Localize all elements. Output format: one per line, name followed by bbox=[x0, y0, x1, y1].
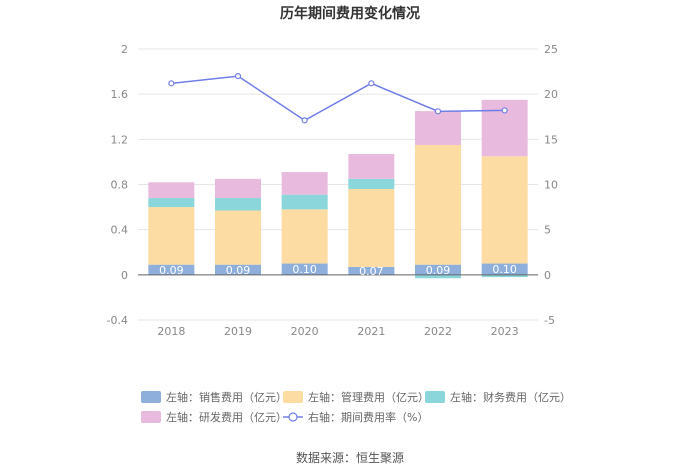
legend-label: 左轴：管理费用（亿元） bbox=[308, 390, 429, 404]
legend-label: 左轴：研发费用（亿元） bbox=[166, 410, 287, 424]
data-source: 数据来源：恒生聚源 bbox=[296, 450, 404, 465]
x-tick-label: 2018 bbox=[157, 325, 185, 338]
bar-segment-1-2020 bbox=[281, 263, 328, 275]
bar-segment-3-2020 bbox=[281, 194, 328, 210]
legend-swatch bbox=[425, 391, 445, 403]
x-tick-label: 2021 bbox=[357, 325, 385, 338]
x-tick-label: 2020 bbox=[291, 325, 319, 338]
bar-segment-2-2022 bbox=[415, 144, 461, 265]
bar-segment-3-2019 bbox=[215, 198, 261, 211]
data-label: 0.10 bbox=[492, 263, 517, 276]
bar-segment-4-2018 bbox=[148, 182, 195, 199]
left-tick-label: 1.2 bbox=[111, 133, 129, 146]
rate-point bbox=[434, 108, 442, 115]
expense-rate-line bbox=[168, 72, 508, 124]
data-label: 0.09 bbox=[159, 264, 184, 277]
left-tick-label: 0.4 bbox=[111, 224, 129, 237]
rate-point bbox=[301, 117, 308, 124]
right-tick-label: -5 bbox=[544, 314, 555, 327]
left-tick-label: 0 bbox=[121, 269, 128, 282]
right-tick-label: 0 bbox=[544, 269, 551, 282]
legend-label: 左轴：销售费用（亿元） bbox=[166, 390, 287, 404]
rate-point bbox=[368, 80, 375, 87]
legend: 左轴：销售费用（亿元） 左轴：管理费用（亿元） 左轴：财务费用（亿元） 左轴：研发费用… bbox=[141, 390, 571, 424]
bar-segment-2-2023 bbox=[481, 156, 528, 264]
bar-segment-4-2021 bbox=[348, 154, 395, 179]
x-tick-label: 2019 bbox=[224, 325, 252, 338]
left-tick-label: 2 bbox=[121, 43, 128, 56]
legend-swatch bbox=[283, 391, 303, 403]
gridlines bbox=[138, 48, 538, 321]
x-tick-label: 2022 bbox=[424, 325, 452, 338]
right-axis: -5 0 5 10 15 20 25 bbox=[544, 43, 558, 327]
left-tick-label: -0.4 bbox=[107, 314, 128, 327]
left-tick-label: 0.8 bbox=[111, 179, 129, 192]
bar-segment-4-2022 bbox=[415, 111, 461, 145]
bar-segment-1-2023 bbox=[481, 263, 528, 275]
legend-label: 左轴：财务费用（亿元） bbox=[450, 390, 571, 404]
right-tick-label: 10 bbox=[544, 179, 558, 192]
rate-point bbox=[234, 72, 242, 80]
bar-segment-3-2022 bbox=[415, 274, 461, 279]
bar-segment-3-2023 bbox=[481, 274, 528, 278]
data-label: 0.09 bbox=[226, 264, 251, 277]
legend-swatch bbox=[141, 391, 161, 403]
bar-segment-2-2019 bbox=[215, 210, 261, 265]
right-tick-label: 15 bbox=[544, 133, 558, 146]
bar-segment-1-2019 bbox=[215, 264, 261, 275]
x-axis: 2018 2019 2020 2021 2022 2023 bbox=[157, 325, 518, 338]
x-tick-label: 2023 bbox=[491, 325, 519, 338]
right-tick-label: 25 bbox=[544, 43, 558, 56]
bar-segment-4-2020 bbox=[281, 172, 328, 195]
bar-segment-3-2018 bbox=[148, 198, 195, 208]
bar-segment-4-2019 bbox=[215, 178, 261, 199]
bar-segment-1-2022 bbox=[415, 264, 461, 275]
left-tick-label: 1.6 bbox=[111, 88, 129, 101]
bar-segment-1-2018 bbox=[148, 264, 195, 275]
right-tick-label: 5 bbox=[544, 224, 551, 237]
bar-segment-2-2021 bbox=[348, 189, 395, 267]
bar-series bbox=[148, 99, 528, 279]
right-tick-label: 20 bbox=[544, 88, 558, 101]
legend-marker bbox=[288, 412, 298, 422]
rate-point bbox=[501, 107, 508, 114]
rate-point bbox=[168, 80, 175, 87]
rate-line bbox=[171, 75, 505, 122]
bar-segment-2-2020 bbox=[281, 209, 328, 264]
data-label: 0.10 bbox=[292, 263, 317, 276]
bar-segment-2-2018 bbox=[148, 207, 195, 265]
left-axis: -0.4 0 0.4 0.8 1.2 1.6 2 bbox=[107, 43, 128, 327]
legend-label: 右轴：期间费用率（%） bbox=[308, 410, 428, 424]
bar-segment-3-2021 bbox=[348, 178, 395, 190]
bar-segment-1-2021 bbox=[348, 266, 395, 275]
data-label: 0.09 bbox=[426, 264, 451, 277]
legend-swatch bbox=[141, 411, 161, 423]
data-label: 0.07 bbox=[359, 265, 384, 278]
chart-title: 历年期间费用变化情况 bbox=[280, 5, 420, 22]
data-labels: 0.09 0.09 0.10 0.07 0.09 0.10 bbox=[159, 263, 517, 278]
